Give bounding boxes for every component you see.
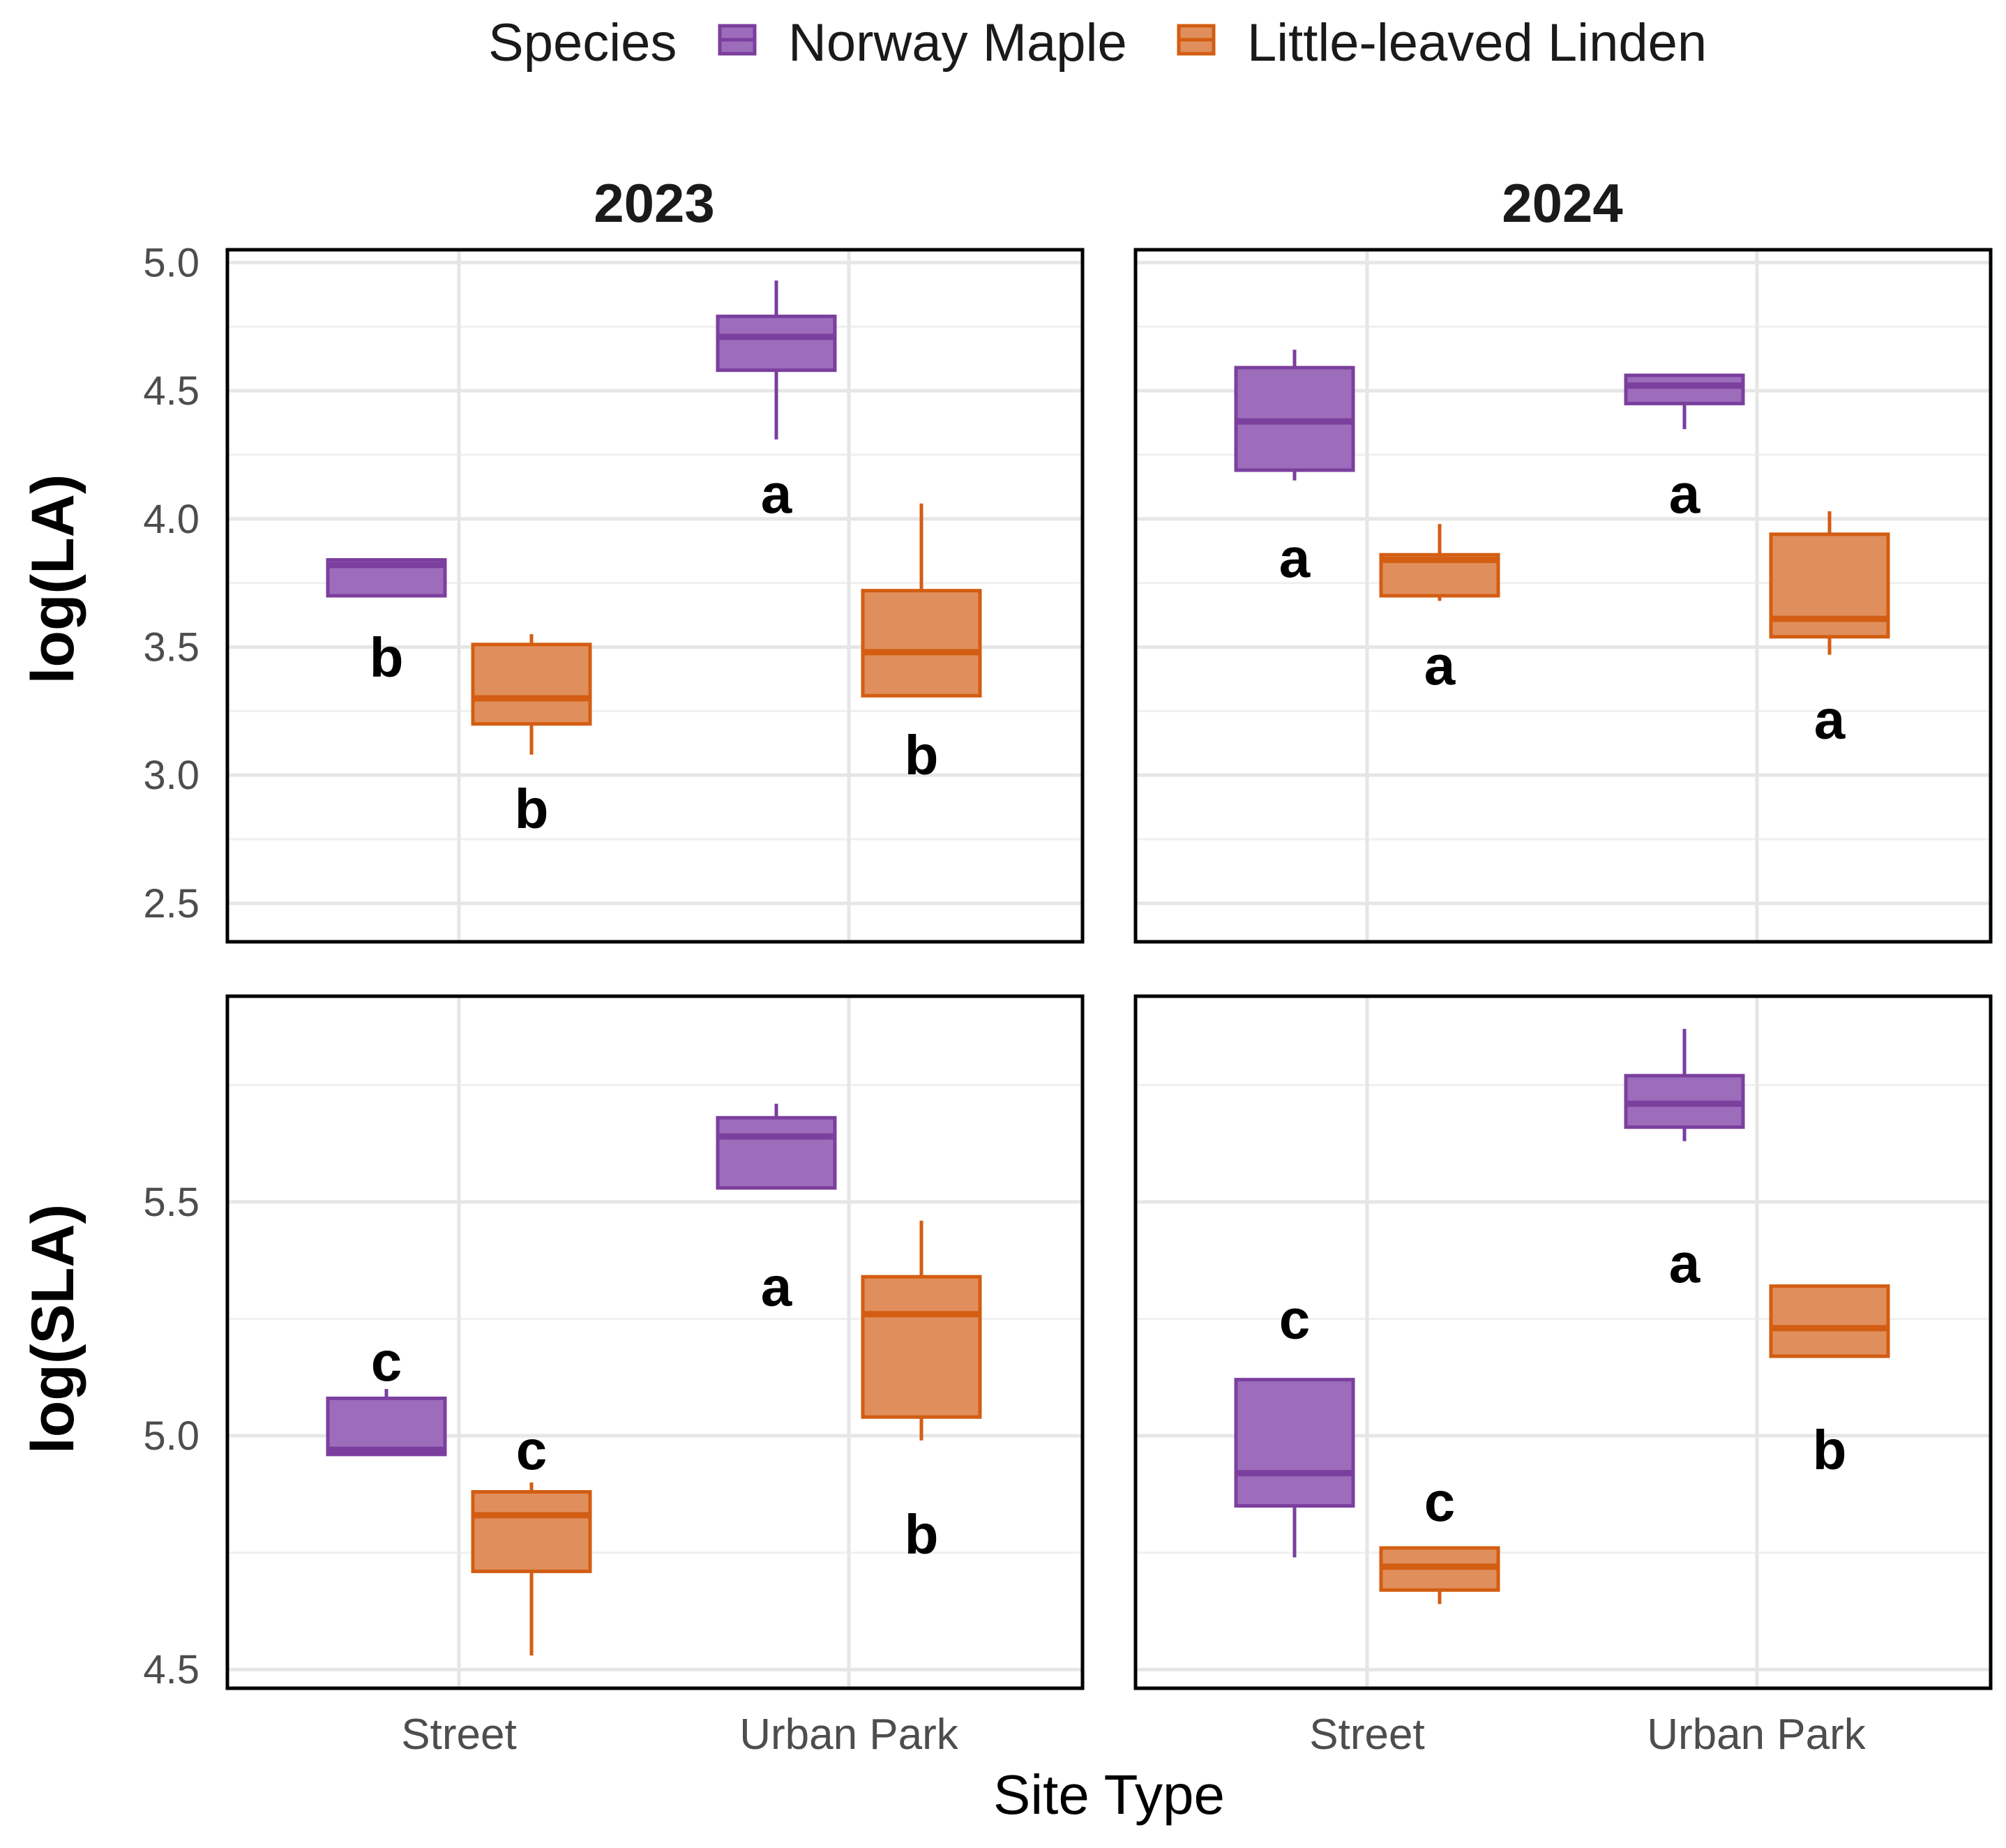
y-axis-title-la: log(LA) bbox=[20, 474, 86, 684]
facet-label-2024: 2024 bbox=[1502, 172, 1623, 234]
panel-log-sla-2024: c c a b bbox=[1133, 994, 1993, 1690]
legend-title: Species bbox=[488, 13, 677, 73]
significance-letter: a bbox=[1814, 688, 1846, 750]
box-norway-maple-urban-park-2024-log-la: a bbox=[1624, 373, 1745, 525]
significance-letter: b bbox=[905, 724, 939, 786]
box-body bbox=[1624, 373, 1745, 405]
box-little-leaved-linden-urban-park-2024-log-sla: b bbox=[1769, 1284, 1890, 1481]
significance-letter: a bbox=[1669, 463, 1700, 525]
legend-label-linden: Little-leaved Linden bbox=[1247, 13, 1707, 73]
panel-border bbox=[1133, 248, 1993, 944]
significance-letter: a bbox=[1279, 527, 1311, 589]
significance-letter: b bbox=[515, 778, 549, 840]
y-tick-label: 3.5 bbox=[143, 624, 199, 670]
box-norway-maple-street-2023-log-sla: c bbox=[326, 1330, 447, 1457]
box-little-leaved-linden-street-2024-log-la: a bbox=[1379, 524, 1500, 696]
box-norway-maple-street-2024-log-sla: c bbox=[1234, 1288, 1355, 1558]
panel-border bbox=[1133, 994, 1993, 1690]
legend-label-norway-maple: Norway Maple bbox=[788, 13, 1127, 73]
significance-letter: c bbox=[1424, 1471, 1456, 1533]
x-axis-title: Site Type bbox=[993, 1764, 1225, 1826]
x-tick-urban-park-2023: Urban Park bbox=[739, 1711, 959, 1759]
significance-letter: b bbox=[370, 626, 404, 689]
box-norway-maple-urban-park-2023-log-la: a bbox=[716, 280, 837, 525]
box-body bbox=[1234, 1378, 1355, 1508]
y-tick-label: 5.0 bbox=[143, 1413, 199, 1459]
y-tick-label: 5.5 bbox=[143, 1180, 199, 1225]
significance-letter: a bbox=[1424, 634, 1456, 696]
box-norway-maple-street-2023-log-la: b bbox=[326, 558, 447, 689]
panel-border bbox=[225, 248, 1085, 944]
box-body bbox=[861, 1275, 982, 1419]
box-body bbox=[716, 315, 837, 373]
significance-letter: c bbox=[516, 1419, 548, 1481]
box-body bbox=[471, 1489, 592, 1573]
box-body bbox=[861, 589, 982, 698]
y-axis-title-sla: log(SLA) bbox=[20, 1204, 86, 1454]
significance-letter: b bbox=[1813, 1419, 1847, 1481]
box-little-leaved-linden-urban-park-2023-log-la: b bbox=[861, 503, 982, 786]
panel-log-la-2023: b b a b bbox=[225, 248, 1085, 944]
legend: Species Norway Maple Little-leaved Linde… bbox=[488, 13, 1707, 73]
box-body bbox=[326, 1396, 447, 1457]
box-norway-maple-urban-park-2023-log-sla: a bbox=[716, 1104, 837, 1318]
panel-border bbox=[225, 994, 1085, 1690]
plot-panels: 2.53.03.54.04.55.0bbabaaaa4.55.05.5ccabc… bbox=[143, 240, 1993, 1692]
box-norway-maple-street-2024-log-la: a bbox=[1234, 350, 1355, 589]
box-little-leaved-linden-street-2023-log-sla: c bbox=[471, 1419, 592, 1656]
box-norway-maple-urban-park-2024-log-sla: a bbox=[1624, 1028, 1745, 1294]
y-tick-label: 5.0 bbox=[143, 240, 199, 285]
panel-log-sla-2023: c c a b bbox=[225, 994, 1085, 1690]
significance-letter: a bbox=[761, 1256, 792, 1318]
x-tick-urban-park-2024: Urban Park bbox=[1647, 1711, 1867, 1759]
x-tick-street-2024: Street bbox=[1309, 1711, 1424, 1759]
significance-letter: c bbox=[371, 1330, 402, 1392]
box-body bbox=[471, 643, 592, 726]
box-body bbox=[716, 1115, 837, 1190]
y-tick-label: 4.0 bbox=[143, 497, 199, 542]
significance-letter: a bbox=[1669, 1232, 1700, 1294]
box-little-leaved-linden-street-2024-log-sla: c bbox=[1379, 1471, 1500, 1605]
box-body bbox=[1769, 1284, 1890, 1358]
panel-log-la-2024: a a a a bbox=[1133, 248, 1993, 944]
box-little-leaved-linden-urban-park-2024-log-la: a bbox=[1769, 511, 1890, 750]
significance-letter: b bbox=[905, 1503, 939, 1565]
y-tick-label: 4.5 bbox=[143, 1647, 199, 1692]
significance-letter: a bbox=[761, 463, 792, 525]
box-little-leaved-linden-urban-park-2023-log-sla: b bbox=[861, 1220, 982, 1565]
y-tick-label: 3.0 bbox=[143, 753, 199, 798]
x-tick-street-2023: Street bbox=[401, 1711, 516, 1759]
significance-letter: c bbox=[1279, 1288, 1311, 1350]
box-little-leaved-linden-street-2023-log-la: b bbox=[471, 634, 592, 840]
facet-label-2023: 2023 bbox=[594, 172, 715, 234]
y-tick-label: 2.5 bbox=[143, 881, 199, 926]
y-tick-label: 4.5 bbox=[143, 368, 199, 414]
